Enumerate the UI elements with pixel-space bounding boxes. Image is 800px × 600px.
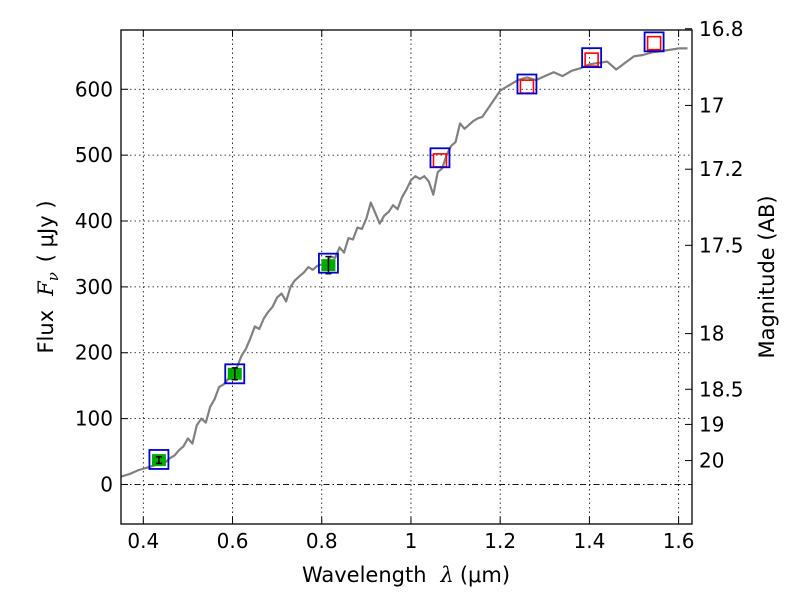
model-photometry-marker — [318, 252, 339, 274]
x-tick-label: 0.6 — [217, 529, 249, 553]
y-tick-label: 0 — [100, 472, 113, 496]
observed-layer — [151, 255, 336, 467]
x-axis-unit: (μm) — [460, 563, 510, 587]
model-photometry-marker — [429, 147, 451, 169]
x-axis-label: Wavelength λ (μm) — [302, 563, 510, 587]
x-tick-label: 1.2 — [484, 529, 516, 553]
x-tick-label: 1.4 — [573, 529, 605, 553]
upper-limit-marker — [646, 35, 662, 51]
model-photometry-marker — [224, 363, 246, 385]
model-photometry-marker — [148, 449, 170, 470]
magnitude-tick-label: 18.5 — [699, 377, 744, 401]
magnitude-tick-label: 17.5 — [699, 233, 744, 257]
model-photometry-marker — [643, 31, 665, 53]
x-axis-label-text: Wavelength — [302, 563, 427, 587]
spectrum-layer — [121, 47, 688, 478]
magnitude-tick-label: 20 — [699, 449, 724, 473]
plot-frame — [120, 29, 693, 525]
x-tick-label: 0.4 — [127, 529, 159, 553]
plot-area — [121, 31, 688, 478]
y-tick-label: 200 — [75, 341, 113, 365]
y-axis-symbol: F — [34, 280, 58, 297]
y-ticks: 0 100 200 300 400 500 600 — [75, 77, 128, 496]
spectrum-line — [121, 47, 688, 478]
model-photometry-marker — [581, 47, 603, 69]
magnitude-ticks: 16.8 17 17.2 17.5 18 18.5 19 20 — [685, 17, 744, 473]
x-tick-label: 1.6 — [663, 529, 695, 553]
y-tick-label: 300 — [75, 275, 113, 299]
x-ticks: 0.4 0.6 0.8 1 1.2 1.4 1.6 — [127, 30, 695, 553]
magnitude-axis-label: Magnitude (AB) — [755, 195, 779, 358]
upper-limit-marker — [584, 52, 599, 67]
x-axis-symbol: λ — [440, 563, 454, 587]
model-photometry-marker — [516, 73, 538, 95]
y-axis-subscript: ν — [44, 272, 62, 281]
plot-background — [121, 30, 692, 524]
magnitude-tick-label: 19 — [699, 412, 724, 436]
y-axis-label-text: Flux — [34, 310, 58, 354]
magnitude-tick-label: 17.2 — [699, 157, 744, 181]
y-axis-unit: ( μJy ) — [34, 200, 58, 262]
y-axis-label: Flux Fν ( μJy ) — [34, 200, 62, 353]
x-tick-label: 1 — [405, 529, 418, 553]
magnitude-tick-label: 18 — [699, 322, 724, 346]
y-tick-label: 400 — [75, 209, 113, 233]
y-tick-label: 100 — [75, 407, 113, 431]
y-tick-label: 600 — [75, 77, 113, 101]
y-tick-label: 500 — [75, 143, 113, 167]
model-photometry-layer — [148, 31, 665, 470]
magnitude-tick-label: 16.8 — [699, 17, 744, 41]
magnitude-tick-label: 17 — [699, 93, 724, 117]
x-tick-label: 0.8 — [306, 529, 338, 553]
